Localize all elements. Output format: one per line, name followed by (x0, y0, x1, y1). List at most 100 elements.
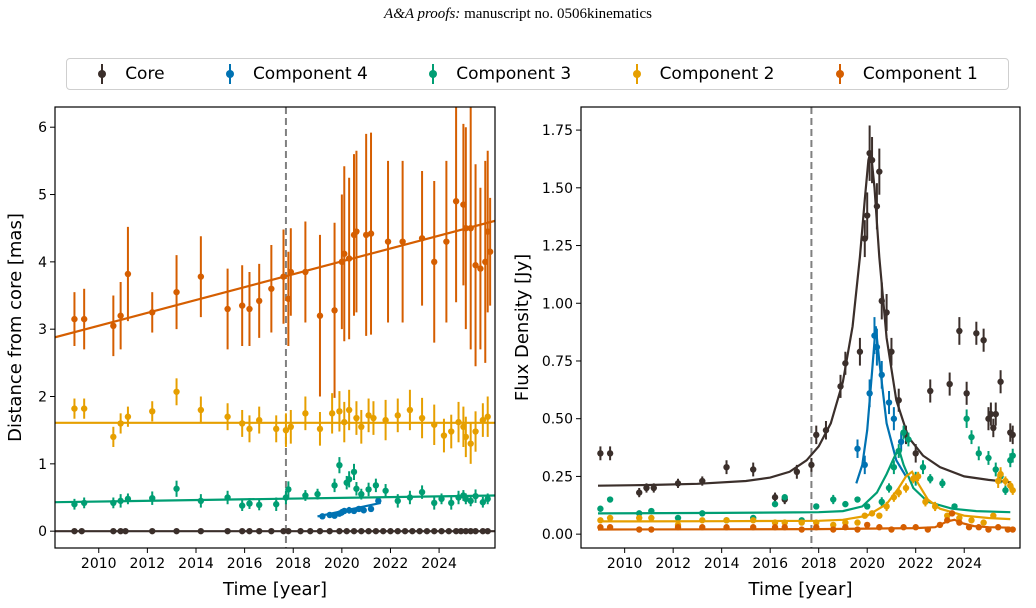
data-point (448, 499, 455, 507)
fit-line (55, 219, 495, 339)
data-point (467, 497, 474, 505)
x-tick-label: 2012 (130, 556, 166, 572)
series-core (597, 125, 1016, 505)
y-axis-label: Distance from core [mas] (5, 213, 26, 442)
data-point (382, 487, 389, 494)
data-point (808, 461, 815, 469)
data-point (897, 438, 905, 445)
data-point (197, 273, 205, 280)
data-point (273, 501, 280, 508)
data-point (350, 468, 358, 476)
data-point (372, 482, 380, 489)
data-point (418, 414, 426, 422)
data-point (467, 440, 474, 447)
data-point (224, 413, 231, 420)
data-point (124, 413, 132, 420)
data-point (863, 521, 871, 529)
data-point (302, 492, 309, 499)
data-point (341, 250, 348, 257)
data-point (285, 486, 292, 493)
page-header: A&A proofs: manuscript no. 0506kinematic… (0, 6, 1036, 23)
data-point (606, 450, 614, 457)
y-axis-label: Flux Density [Jy] (512, 254, 533, 401)
data-point (110, 433, 117, 441)
data-point (367, 505, 375, 513)
data-point (197, 406, 205, 414)
data-point (282, 426, 290, 434)
axes-frame (54, 106, 496, 549)
x-tick-label: 2018 (801, 556, 837, 572)
data-point (863, 503, 871, 510)
data-point (946, 380, 953, 388)
plot-area (55, 107, 495, 548)
data-point (842, 519, 849, 526)
data-point (830, 496, 837, 503)
data-point (597, 505, 604, 512)
series-component-4 (317, 497, 382, 520)
data-point (71, 315, 78, 323)
data-point (854, 445, 861, 452)
data-point (462, 433, 470, 441)
legend-marker (225, 64, 235, 84)
y-tick-label: 0.75 (542, 354, 573, 370)
data-point (394, 412, 401, 419)
data-point (328, 410, 336, 417)
data-point (636, 489, 643, 496)
data-point (912, 450, 919, 457)
legend-item-component-4: Component 4 (225, 64, 368, 84)
data-point (985, 454, 992, 462)
y-tick-label: 1.75 (542, 123, 573, 139)
x-axis-label: Time [year] (748, 579, 853, 600)
data-point (606, 496, 614, 503)
legend-marker (835, 64, 845, 84)
data-point (900, 429, 907, 436)
y-tick-label: 1.50 (542, 181, 573, 197)
data-point (472, 428, 479, 435)
y-tick-label: 1.00 (542, 296, 573, 312)
data-point (1009, 431, 1016, 439)
x-tick-label: 2010 (607, 556, 643, 572)
data-point (885, 484, 893, 492)
data-point (358, 423, 365, 431)
data-point (750, 466, 757, 473)
legend-label: Component 3 (456, 64, 572, 84)
data-point (246, 305, 253, 313)
data-point (636, 514, 643, 522)
journal-name: A&A proofs: (384, 6, 461, 22)
x-tick-label: 2014 (178, 556, 214, 572)
data-point (997, 470, 1004, 478)
legend-marker (428, 64, 438, 84)
data-point (968, 433, 975, 441)
data-point (382, 416, 389, 424)
data-point (876, 512, 883, 519)
data-point (1009, 452, 1016, 459)
data-point (367, 230, 375, 237)
data-point (968, 517, 975, 524)
series-component-4 (854, 317, 907, 484)
fit-line (855, 326, 907, 484)
data-point (238, 502, 246, 509)
data-point (606, 514, 614, 522)
data-point (813, 503, 820, 510)
data-point (287, 423, 295, 431)
x-tick-label: 2018 (275, 556, 311, 572)
data-point (331, 482, 338, 489)
fit-line (597, 470, 1011, 523)
data-point (71, 405, 78, 412)
data-point (771, 500, 779, 508)
y-tick-label: 4 (38, 255, 47, 271)
data-point (353, 228, 360, 235)
data-point (771, 494, 779, 501)
data-point (854, 519, 861, 526)
series-component-3 (597, 409, 1016, 524)
data-point (331, 307, 338, 314)
data-point (316, 312, 324, 319)
data-point (362, 231, 370, 239)
data-point (486, 248, 494, 255)
data-point (973, 330, 980, 337)
fit-line (597, 518, 1011, 531)
legend-label: Core (125, 64, 165, 84)
axes-frame (580, 106, 1021, 549)
data-point (358, 490, 365, 498)
y-tick-label: 2 (38, 390, 47, 406)
